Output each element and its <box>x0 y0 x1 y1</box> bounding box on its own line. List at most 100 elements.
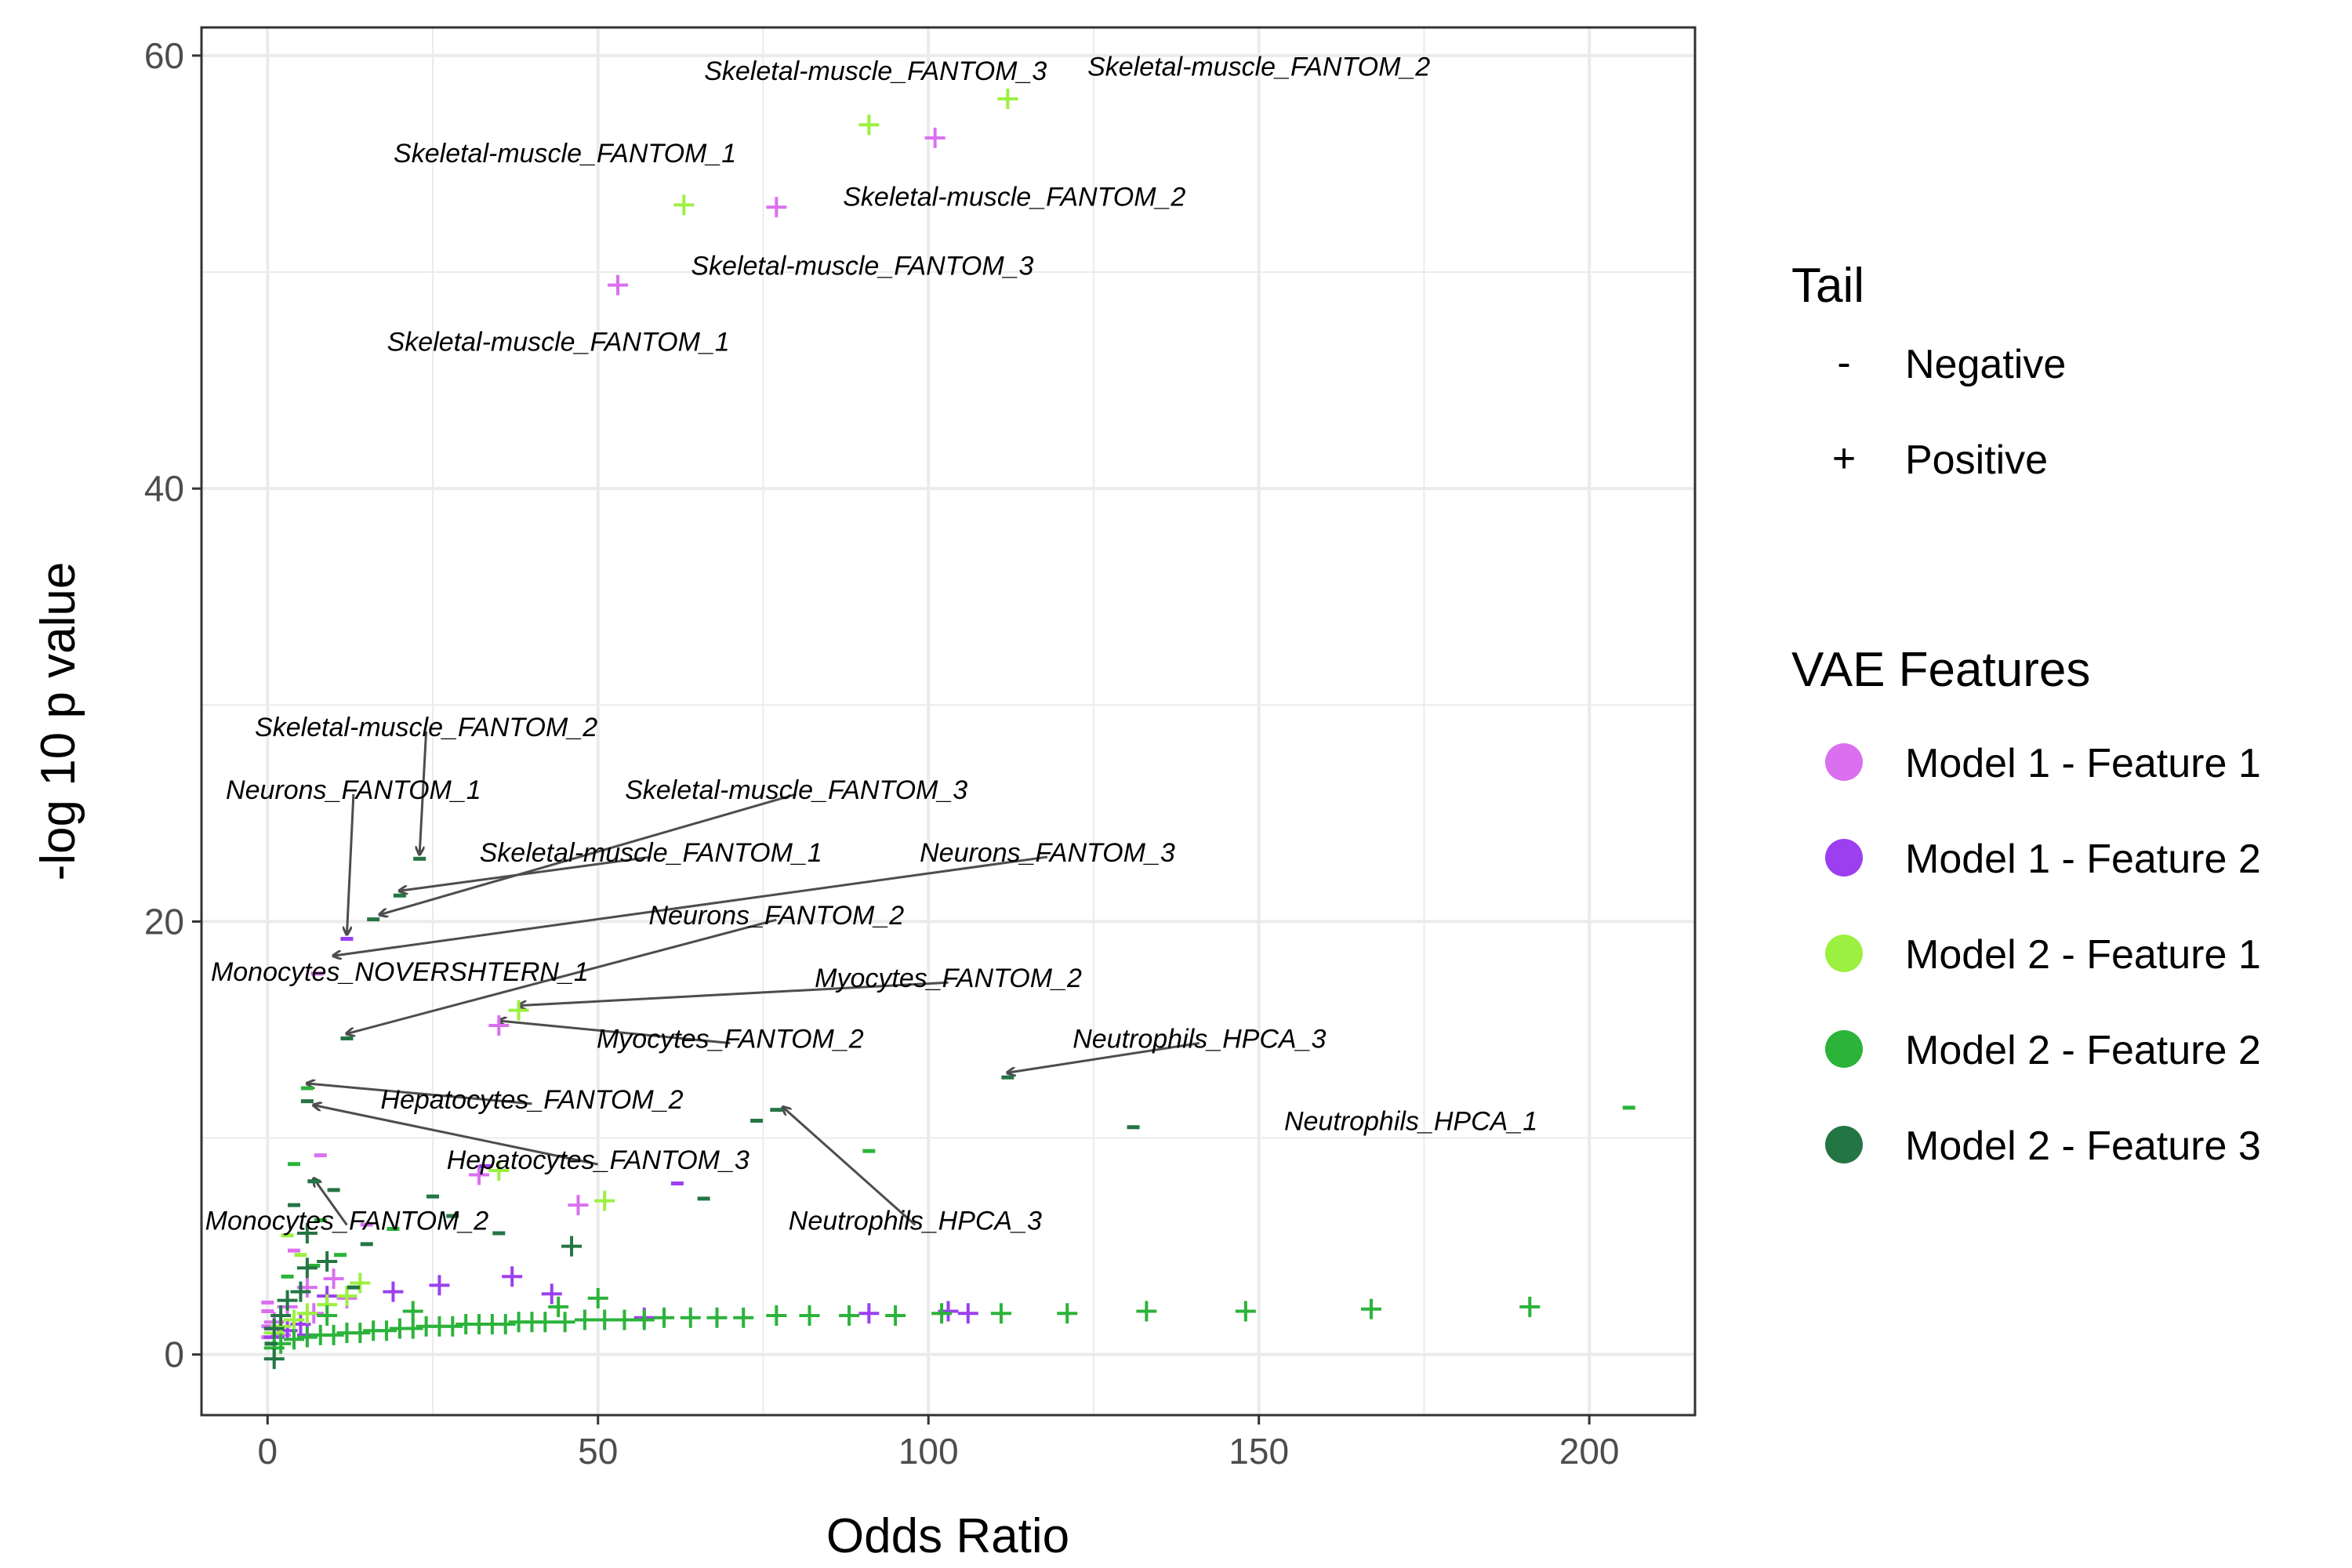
x-tick-label: 0 <box>257 1431 278 1472</box>
annotation-label: Myocytes_FANTOM_2 <box>597 1025 864 1054</box>
annotation-arrow <box>347 793 355 935</box>
data-point <box>402 1301 423 1322</box>
data-point <box>277 1290 298 1311</box>
legend-tail: Tail - Negative + Positive <box>1791 259 2066 483</box>
annotation-arrow <box>314 1105 599 1166</box>
data-point <box>733 1307 754 1328</box>
annotation-label: Neurons_FANTOM_2 <box>649 901 905 931</box>
x-axis-ticks: 0 50 100 150 200 <box>257 1415 1620 1472</box>
legend-color-label: Model 2 - Feature 2 <box>1905 1028 2261 1073</box>
legend-tail-symbol: - <box>1837 340 1850 386</box>
grid-lines <box>201 27 1695 1415</box>
data-point <box>799 1305 820 1326</box>
legend-color-item: Model 1 - Feature 1 <box>1825 741 2261 786</box>
data-point <box>957 1303 978 1324</box>
data-point <box>924 127 946 148</box>
legend-vae-features: VAE Features Model 1 - Feature 1 Model 1 … <box>1791 643 2261 1169</box>
x-axis-title: Odds Ratio <box>826 1509 1069 1563</box>
data-point <box>990 1303 1011 1324</box>
data-point <box>317 1305 338 1326</box>
annotation-arrow <box>314 1179 348 1226</box>
data-point <box>350 1272 371 1294</box>
annotation-arrows <box>307 731 1200 1226</box>
data-point <box>296 1223 318 1244</box>
legend-tail-title: Tail <box>1791 259 1864 313</box>
data-point <box>284 1309 305 1330</box>
data-point <box>1136 1301 1157 1322</box>
data-point <box>931 1303 953 1324</box>
data-point <box>541 1283 562 1305</box>
legend-tail-label: Negative <box>1905 342 2066 387</box>
legend-color-item: Model 2 - Feature 1 <box>1825 932 2261 978</box>
annotation-arrow <box>380 793 797 915</box>
legend-color-swatch <box>1825 935 1863 972</box>
annotation-label: Skeletal-muscle_FANTOM_2 <box>255 713 597 742</box>
annotation-label: Skeletal-muscle_FANTOM_3 <box>691 252 1033 281</box>
data-point <box>614 1309 635 1330</box>
data-point <box>568 1195 589 1216</box>
data-point <box>608 274 629 296</box>
legend-color-label: Model 2 - Feature 1 <box>1905 932 2261 978</box>
data-point <box>263 1348 285 1370</box>
data-point <box>296 1327 318 1348</box>
data-point <box>284 1329 305 1350</box>
data-point <box>488 1014 510 1036</box>
data-point <box>858 1303 880 1324</box>
annotation-arrow <box>1007 1042 1200 1073</box>
annotation-arrow <box>419 731 428 854</box>
annotation-arrow <box>499 1021 731 1045</box>
legend-color-item: Model 2 - Feature 2 <box>1825 1028 2261 1073</box>
legend-tail-symbol: + <box>1832 436 1856 481</box>
annotation-label: Skeletal-muscle_FANTOM_1 <box>394 139 736 169</box>
data-point <box>429 1275 450 1296</box>
annotation-labels: Skeletal-muscle_FANTOM_3 Skeletal-muscle_… <box>205 53 1537 1236</box>
annotation-label: Skeletal-muscle_FANTOM_2 <box>1087 53 1430 82</box>
data-point <box>1519 1296 1541 1317</box>
plot-border <box>200 26 1697 1417</box>
data-point <box>885 1305 906 1326</box>
data-point <box>548 1296 569 1317</box>
annotation-arrow <box>400 855 652 891</box>
data-point <box>561 1236 583 1257</box>
x-tick-label: 200 <box>1559 1431 1620 1472</box>
data-point <box>1235 1301 1256 1322</box>
data-point <box>997 89 1018 110</box>
data-point <box>508 1312 529 1333</box>
data-point <box>336 1286 358 1307</box>
data-point <box>587 1287 608 1308</box>
data-point <box>456 1314 477 1335</box>
annotation-label: Neutrophils_HPCA_3 <box>1073 1025 1326 1054</box>
data-point <box>363 1320 384 1341</box>
y-tick-label: 60 <box>144 35 184 76</box>
annotation-arrow <box>519 981 949 1005</box>
annotation-label: Neutrophils_HPCA_3 <box>789 1206 1042 1236</box>
annotation-label: Skeletal-muscle_FANTOM_3 <box>704 56 1047 86</box>
legend-color-swatch <box>1825 1126 1863 1163</box>
annotation-label: Neurons_FANTOM_1 <box>226 775 481 805</box>
annotation-arrow <box>783 1107 916 1226</box>
legend-color-label: Model 1 - Feature 2 <box>1905 837 2261 882</box>
annotation-label: Hepatocytes_FANTOM_2 <box>380 1085 683 1115</box>
data-point <box>633 1309 655 1330</box>
data-point <box>296 1303 318 1324</box>
data-point <box>654 1307 675 1328</box>
data-point <box>594 1190 615 1211</box>
data-point <box>469 1164 490 1185</box>
data-points <box>261 89 1635 1370</box>
annotation-label: Skeletal-muscle_FANTOM_3 <box>625 775 967 805</box>
annotation-label: Monocytes_FANTOM_2 <box>205 1206 489 1236</box>
y-tick-label: 20 <box>144 901 184 942</box>
data-point <box>594 1309 615 1330</box>
data-point <box>839 1305 860 1326</box>
legend-color-item: Model 2 - Feature 3 <box>1825 1123 2261 1169</box>
data-point <box>574 1309 595 1330</box>
data-point <box>766 1305 787 1326</box>
legend-tail-label: Positive <box>1905 437 2048 483</box>
annotation-label: Skeletal-muscle_FANTOM_1 <box>480 838 822 868</box>
data-point <box>488 1160 510 1181</box>
annotation-label: Neutrophils_HPCA_1 <box>1284 1106 1537 1136</box>
x-tick-label: 100 <box>898 1431 959 1472</box>
legend-tail-item: - Negative <box>1837 340 2066 387</box>
plot-background <box>201 27 1695 1415</box>
